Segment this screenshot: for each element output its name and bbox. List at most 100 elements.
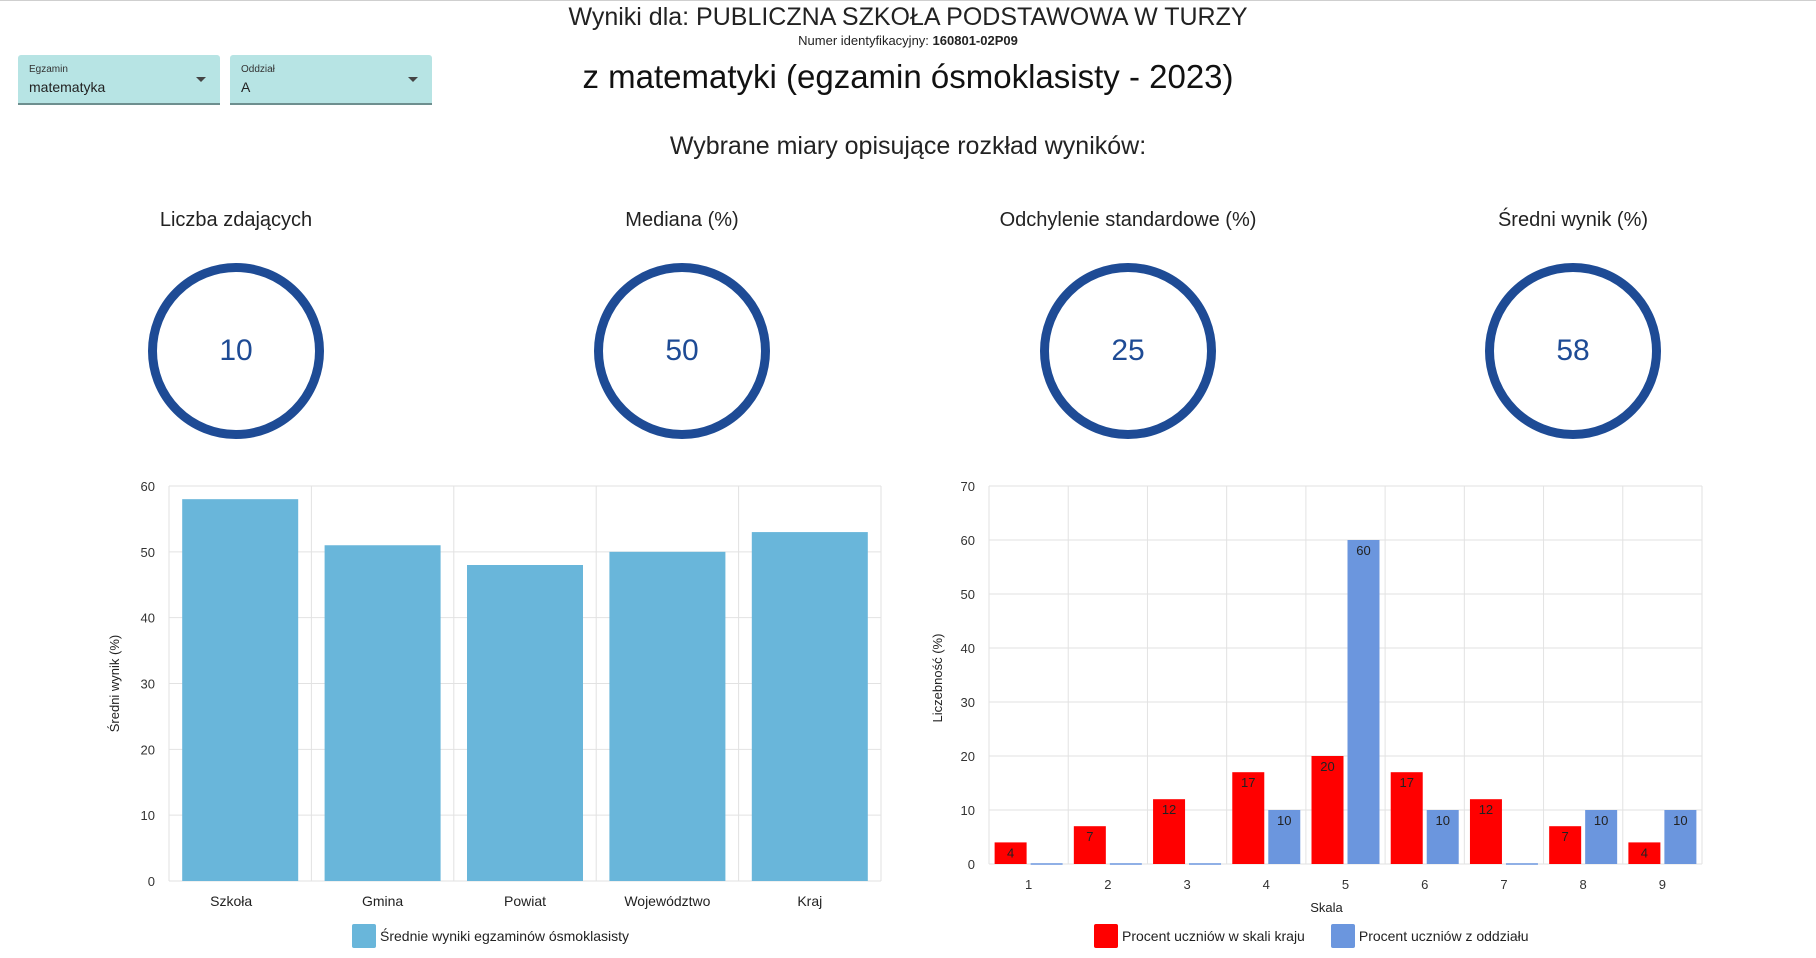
y-tick-label: 60 xyxy=(961,533,975,548)
class-select-label: Oddział xyxy=(241,64,275,75)
bar-country xyxy=(1153,799,1186,864)
bar xyxy=(609,551,726,881)
school-id-value: 160801-02P09 xyxy=(932,33,1018,48)
stat-median: Mediana (%) 50 xyxy=(532,205,832,439)
stat-label: Mediana (%) xyxy=(625,209,739,231)
x-axis-label: Skala xyxy=(1310,900,1343,915)
exam-select-label: Egzamin xyxy=(29,64,68,75)
legend-item[interactable]: Procent uczniów w skali kraju xyxy=(1094,924,1305,948)
data-label: 4 xyxy=(1641,845,1648,860)
y-tick-label: 70 xyxy=(961,479,975,494)
x-tick-label: 1 xyxy=(1025,877,1032,892)
legend-item[interactable]: Średnie wyniki egzaminów ósmoklasisty xyxy=(352,924,629,948)
bar xyxy=(751,532,868,881)
bar-country xyxy=(1232,772,1265,864)
stat-mean: Średni wynik (%) 58 xyxy=(1423,205,1723,439)
data-label: 12 xyxy=(1479,802,1493,817)
exam-select-value: matematyka xyxy=(29,79,106,95)
x-tick-label: 6 xyxy=(1421,877,1428,892)
data-label: 10 xyxy=(1673,813,1687,828)
dropdown-arrow-icon xyxy=(196,77,206,82)
y-tick-label: 50 xyxy=(141,545,155,560)
x-tick-label: 5 xyxy=(1342,877,1349,892)
bar-country xyxy=(1549,826,1582,864)
data-label: 17 xyxy=(1399,775,1413,790)
class-select-value: A xyxy=(241,79,251,95)
bar xyxy=(467,565,583,881)
x-tick-label: 8 xyxy=(1580,877,1587,892)
legend-item[interactable]: Procent uczniów z oddziału xyxy=(1330,924,1529,948)
y-tick-label: 20 xyxy=(961,749,975,764)
bar-country xyxy=(1390,772,1423,864)
y-tick-label: 50 xyxy=(961,587,975,602)
stat-value: 25 xyxy=(1111,334,1145,367)
bar-country xyxy=(994,842,1027,864)
y-tick-label: 20 xyxy=(141,742,155,757)
stat-students-count: Liczba zdających 10 xyxy=(86,205,386,439)
y-tick-label: 40 xyxy=(961,641,975,656)
data-label: 10 xyxy=(1435,813,1449,828)
y-tick-label: 10 xyxy=(141,808,155,823)
exam-title: z matematyki (egzamin ósmoklasisty - 202… xyxy=(582,58,1234,95)
y-axis-label: Średni wynik (%) xyxy=(107,635,122,733)
bar-class xyxy=(1585,810,1618,864)
data-label: 60 xyxy=(1356,543,1370,558)
top-border xyxy=(0,0,1816,1)
legend-swatch xyxy=(1330,924,1355,948)
dropdown-arrow-icon xyxy=(408,77,418,82)
y-tick-label: 30 xyxy=(141,677,155,692)
stat-value: 50 xyxy=(665,334,699,367)
x-tick-label: 3 xyxy=(1183,877,1190,892)
average-chart-legend: Średnie wyniki egzaminów ósmoklasisty xyxy=(352,924,655,948)
data-label: 20 xyxy=(1320,759,1334,774)
legend-label: Średnie wyniki egzaminów ósmoklasisty xyxy=(380,928,629,944)
scale-distribution-chart: 0102030405060704172123171042060517106127… xyxy=(930,479,1703,915)
y-tick-label: 0 xyxy=(968,857,975,872)
stat-ring: 25 xyxy=(1040,263,1216,439)
bar xyxy=(182,499,299,881)
stat-label: Średni wynik (%) xyxy=(1497,209,1649,231)
stat-label: Odchylenie standardowe (%) xyxy=(999,209,1257,231)
x-tick-label: 4 xyxy=(1263,877,1270,892)
legend-label: Procent uczniów z oddziału xyxy=(1358,928,1529,944)
data-label: 4 xyxy=(1007,845,1014,860)
stat-value: 10 xyxy=(219,334,253,367)
stat-label: Liczba zdających xyxy=(159,209,313,231)
school-id-line: Numer identyfikacyjny: 160801-02P09 xyxy=(0,33,1816,48)
stat-value: 58 xyxy=(1556,334,1590,367)
data-label: 10 xyxy=(1594,813,1608,828)
x-tick-label: 7 xyxy=(1500,877,1507,892)
bar xyxy=(324,545,441,881)
legend-swatch xyxy=(1094,924,1118,948)
distribution-chart-legend: Procent uczniów w skali kraju Procent uc… xyxy=(1094,924,1555,948)
data-label: 10 xyxy=(1277,813,1291,828)
stat-ring: 50 xyxy=(594,263,770,439)
data-label: 12 xyxy=(1162,802,1176,817)
bar-country xyxy=(1469,799,1502,864)
bar-country xyxy=(1628,842,1661,864)
bar-class xyxy=(1347,540,1380,864)
stat-ring: 10 xyxy=(148,263,324,439)
average-results-chart: 0 10 20 30 40 50 60 Szkoła Gmina Powiat Województw… xyxy=(107,479,882,909)
stat-std-dev: Odchylenie standardowe (%) 25 xyxy=(978,205,1278,439)
data-label: 7 xyxy=(1086,829,1093,844)
bar-class xyxy=(1426,810,1459,864)
y-tick-label: 40 xyxy=(141,611,155,626)
bar-country xyxy=(1311,756,1344,864)
y-tick-label: 30 xyxy=(961,695,975,710)
bar-country xyxy=(1073,826,1106,864)
exam-select[interactable]: Egzamin matematyka xyxy=(18,55,220,105)
x-tick-label: Powiat xyxy=(504,893,546,909)
x-tick-label: Województwo xyxy=(624,893,710,909)
y-tick-label: 60 xyxy=(141,479,155,494)
data-label: 17 xyxy=(1241,775,1255,790)
class-select[interactable]: Oddział A xyxy=(230,55,432,105)
stat-ring: 58 xyxy=(1485,263,1661,439)
data-label: 7 xyxy=(1562,829,1569,844)
x-tick-label: 2 xyxy=(1104,877,1111,892)
x-tick-label: Szkoła xyxy=(210,893,252,909)
y-tick-label: 10 xyxy=(961,803,975,818)
x-tick-label: Kraj xyxy=(797,893,822,909)
x-tick-label: Gmina xyxy=(362,893,403,909)
y-axis-label: Liczebność (%) xyxy=(930,634,945,723)
